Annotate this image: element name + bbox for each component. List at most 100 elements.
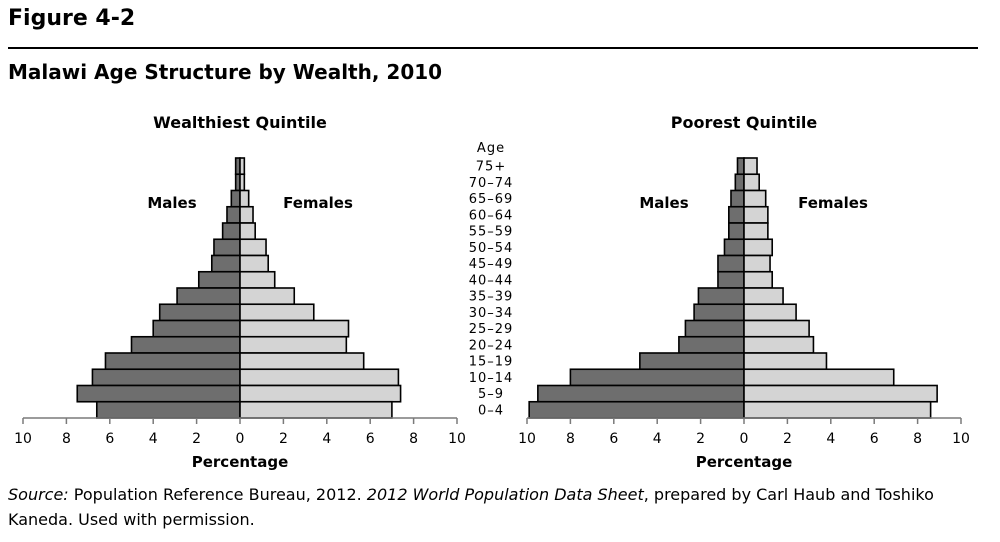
- bar-male-wealthiest: [230, 189, 241, 208]
- x-tick-label: 2: [696, 431, 705, 447]
- bar-male-poorest: [537, 384, 745, 403]
- x-tick-label: 0: [740, 431, 749, 447]
- bar-female-wealthiest: [239, 157, 246, 176]
- females-label: Females: [283, 194, 353, 212]
- bar-male-wealthiest: [197, 270, 241, 289]
- bar-male-poorest: [678, 335, 745, 354]
- x-tick-label: 4: [653, 431, 662, 447]
- x-tick-label: 10: [518, 431, 536, 447]
- x-tick-label: 6: [609, 431, 618, 447]
- x-tick-label: 10: [448, 431, 466, 447]
- bar-male-poorest: [569, 368, 745, 387]
- bar-male-poorest: [734, 173, 745, 192]
- bar-female-poorest: [743, 254, 771, 273]
- x-tick-label: 0: [236, 431, 245, 447]
- x-tick-label: 4: [322, 431, 331, 447]
- bar-female-wealthiest: [239, 287, 296, 306]
- bar-female-wealthiest: [239, 189, 250, 208]
- x-tick-label: 6: [870, 431, 879, 447]
- x-tick-label: 4: [826, 431, 835, 447]
- x-tick-label: 6: [366, 431, 375, 447]
- bar-female-wealthiest: [239, 368, 400, 387]
- bar-male-poorest: [639, 352, 745, 371]
- bar-female-wealthiest: [239, 319, 350, 338]
- x-axis-title: Percentage: [696, 453, 793, 471]
- bar-female-wealthiest: [239, 335, 348, 354]
- bar-female-wealthiest: [239, 270, 276, 289]
- age-axis-title: Age: [477, 141, 505, 156]
- bar-female-poorest: [743, 384, 938, 403]
- bar-female-wealthiest: [239, 303, 315, 322]
- age-label: 10–14: [469, 371, 514, 386]
- title-rule: [8, 47, 978, 49]
- age-label: 65–69: [469, 192, 514, 207]
- source-publication: 2012 World Population Data Sheet: [366, 485, 644, 504]
- males-label: Males: [147, 194, 196, 212]
- x-tick-label: 8: [62, 431, 71, 447]
- bar-female-wealthiest: [239, 205, 254, 224]
- x-tick-label: 8: [409, 431, 418, 447]
- bar-female-wealthiest: [239, 238, 267, 257]
- source-note: Source: Population Reference Bureau, 201…: [8, 482, 993, 532]
- x-tick-label: 2: [279, 431, 288, 447]
- bar-male-wealthiest: [104, 352, 241, 371]
- x-tick-label: 2: [783, 431, 792, 447]
- x-axis-title: Percentage: [192, 453, 289, 471]
- bar-female-poorest: [743, 238, 774, 257]
- bar-female-wealthiest: [239, 384, 402, 403]
- bar-male-wealthiest: [221, 222, 241, 241]
- bar-female-poorest: [743, 205, 769, 224]
- bar-female-wealthiest: [239, 222, 256, 241]
- bar-male-wealthiest: [95, 400, 241, 419]
- bar-male-poorest: [717, 270, 745, 289]
- bar-female-wealthiest: [239, 254, 270, 273]
- bar-male-wealthiest: [176, 287, 241, 306]
- bar-male-poorest: [528, 400, 745, 419]
- bar-female-poorest: [743, 270, 774, 289]
- bar-female-poorest: [743, 173, 760, 192]
- bar-male-poorest: [730, 189, 745, 208]
- age-label: 50–54: [469, 241, 514, 256]
- x-tick-label: 10: [952, 431, 970, 447]
- bar-male-poorest: [728, 222, 745, 241]
- source-text-2: , prepared by Carl Haub and Toshiko Kane…: [8, 485, 934, 529]
- panel-title: Poorest Quintile: [671, 113, 818, 132]
- bar-female-poorest: [743, 189, 767, 208]
- panel-title: Wealthiest Quintile: [153, 113, 327, 132]
- bar-female-poorest: [743, 368, 895, 387]
- figure-label: Figure 4-2: [8, 6, 136, 31]
- bar-male-wealthiest: [91, 368, 241, 387]
- age-label: 40–44: [469, 273, 514, 288]
- bar-female-poorest: [743, 335, 815, 354]
- bar-male-poorest: [684, 319, 745, 338]
- bar-male-wealthiest: [210, 254, 241, 273]
- x-tick-label: 4: [149, 431, 158, 447]
- age-label: 30–34: [469, 306, 514, 321]
- age-label: 45–49: [469, 257, 514, 272]
- bar-male-poorest: [728, 205, 745, 224]
- age-label: 5–9: [478, 387, 504, 402]
- bar-male-poorest: [693, 303, 745, 322]
- age-label: 70–74: [469, 176, 514, 191]
- bar-male-wealthiest: [158, 303, 241, 322]
- x-tick-label: 8: [566, 431, 575, 447]
- bar-male-wealthiest: [213, 238, 241, 257]
- bar-male-wealthiest: [76, 384, 241, 403]
- x-tick-label: 2: [192, 431, 201, 447]
- bar-female-poorest: [743, 400, 932, 419]
- age-label: 25–29: [469, 322, 514, 337]
- bar-female-wealthiest: [239, 352, 365, 371]
- bar-female-poorest: [743, 157, 758, 176]
- bar-female-poorest: [743, 303, 797, 322]
- bar-male-poorest: [736, 157, 745, 176]
- bar-male-wealthiest: [226, 205, 241, 224]
- x-tick-label: 6: [105, 431, 114, 447]
- bar-male-poorest: [717, 254, 745, 273]
- x-tick-label: 8: [913, 431, 922, 447]
- bar-female-wealthiest: [239, 400, 393, 419]
- figure-title: Malawi Age Structure by Wealth, 2010: [8, 60, 443, 84]
- bar-female-poorest: [743, 319, 810, 338]
- age-label: 35–39: [469, 290, 514, 305]
- age-label: 0–4: [478, 403, 504, 418]
- age-label: 20–24: [469, 338, 514, 353]
